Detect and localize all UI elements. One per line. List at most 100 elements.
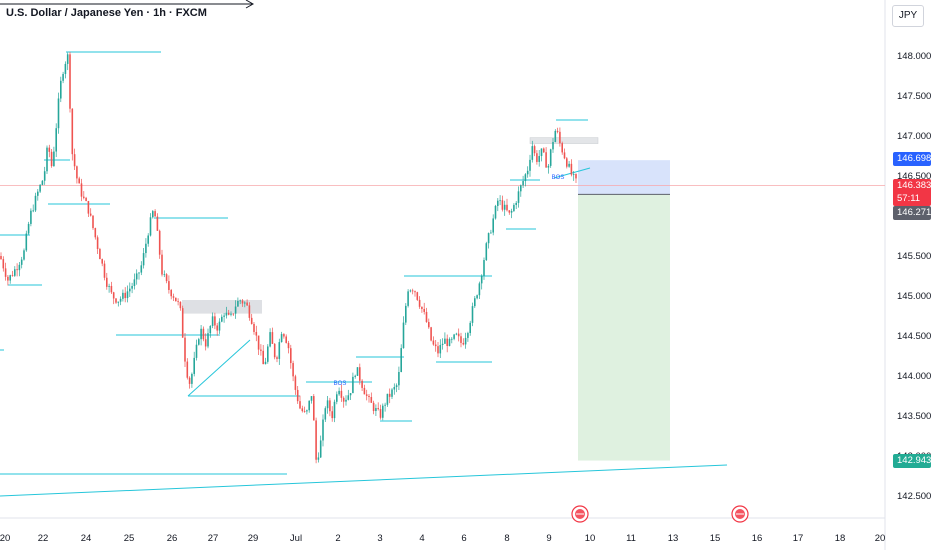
candle-body: [96, 237, 99, 249]
candle-body: [434, 344, 437, 347]
candle-body: [349, 393, 352, 396]
candle-body: [310, 396, 313, 401]
candle-body: [336, 394, 338, 402]
y-tick-label: 145.000: [897, 291, 931, 302]
candle-body: [492, 218, 494, 233]
candle-body: [503, 204, 506, 210]
candle-body: [508, 210, 511, 213]
candle-body: [168, 281, 170, 290]
candle-countdown: 57:11: [897, 193, 921, 204]
candle-body: [439, 344, 442, 354]
candle-body: [352, 376, 354, 394]
candle-body: [202, 328, 205, 340]
candle-body: [80, 183, 83, 197]
y-tick-label: 144.000: [897, 371, 931, 382]
candle-body: [517, 191, 520, 203]
candle-body: [526, 170, 529, 175]
candle-body: [313, 396, 315, 421]
take-profit-zone: [578, 194, 670, 461]
drawing-arrow-head: [245, 0, 255, 9]
candle-body: [418, 299, 421, 307]
candle-body: [301, 408, 304, 412]
candle-body: [158, 230, 161, 255]
candle-body: [64, 63, 67, 74]
candle-body: [241, 300, 244, 304]
candle-body: [448, 339, 451, 347]
candle-body: [536, 153, 538, 162]
entry-price-tag: 146.271: [893, 206, 931, 220]
candle-body: [480, 275, 483, 284]
candle-body: [154, 211, 156, 217]
candle-body: [85, 197, 87, 202]
x-tick-label: 13: [668, 533, 679, 544]
candle-body: [531, 146, 534, 160]
candle-body: [76, 166, 78, 179]
candle-body: [179, 301, 182, 309]
candle-body: [78, 178, 80, 184]
candle-body: [561, 143, 563, 153]
candle-body: [372, 402, 375, 412]
candle-body: [30, 210, 32, 224]
candle-body: [457, 333, 460, 337]
candle-body: [363, 387, 366, 395]
candle-body: [271, 332, 274, 344]
y-tick-label: 144.500: [897, 331, 931, 342]
candle-body: [446, 338, 448, 347]
candle-body: [497, 200, 499, 206]
candle-body: [361, 380, 363, 388]
candle-body: [359, 367, 361, 381]
candle-body: [195, 344, 198, 358]
candle-body: [140, 265, 143, 273]
candle-body: [540, 148, 543, 157]
x-tick-label: 11: [626, 533, 636, 544]
candle-body: [239, 300, 241, 302]
candle-body: [292, 363, 294, 377]
candle-body: [384, 404, 386, 406]
currency-badge[interactable]: JPY: [892, 5, 924, 27]
candle-body: [257, 335, 260, 350]
candle-body: [172, 296, 175, 298]
bos-label: BOS: [552, 175, 565, 181]
current-price-tag: 146.383 57:11: [893, 179, 931, 206]
x-tick-label: 20: [0, 533, 10, 544]
candle-body: [444, 338, 446, 344]
x-tick-label: 3: [377, 533, 382, 544]
candle-body: [515, 202, 517, 205]
candle-body: [345, 399, 347, 402]
candle-body: [4, 268, 7, 277]
symbol-title[interactable]: U.S. Dollar / Japanese Yen · 1h · FXCM: [6, 7, 207, 19]
candle-body: [115, 298, 117, 303]
candle-body: [147, 235, 149, 244]
candle-body: [368, 395, 370, 398]
candle-body: [37, 191, 39, 196]
candle-body: [513, 204, 515, 211]
candle-body: [402, 322, 405, 349]
x-tick-label: 25: [124, 533, 135, 544]
candle-body: [221, 316, 223, 322]
candle-body: [319, 440, 322, 458]
candle-body: [490, 232, 492, 234]
candle-body: [234, 306, 237, 314]
candle-body: [71, 108, 74, 155]
candle-body: [57, 98, 60, 129]
candle-body: [43, 171, 46, 181]
candle-body: [41, 180, 44, 185]
candle-body: [411, 290, 414, 292]
candle-body: [377, 408, 379, 410]
candle-body: [50, 151, 53, 167]
target-price-tag: 142.943: [893, 454, 931, 468]
candle-body: [370, 397, 373, 403]
candle-body: [108, 285, 110, 287]
candle-body: [207, 333, 209, 347]
candle-body: [487, 233, 490, 244]
x-tick-label: 29: [248, 533, 259, 544]
candle-body: [405, 305, 407, 323]
candle-body: [16, 269, 18, 271]
candle-body: [545, 152, 547, 168]
candle-body: [165, 274, 168, 282]
candle-body: [559, 131, 561, 144]
x-tick-label: 2: [335, 533, 340, 544]
candle-body: [572, 174, 575, 175]
candle-body: [453, 334, 455, 339]
